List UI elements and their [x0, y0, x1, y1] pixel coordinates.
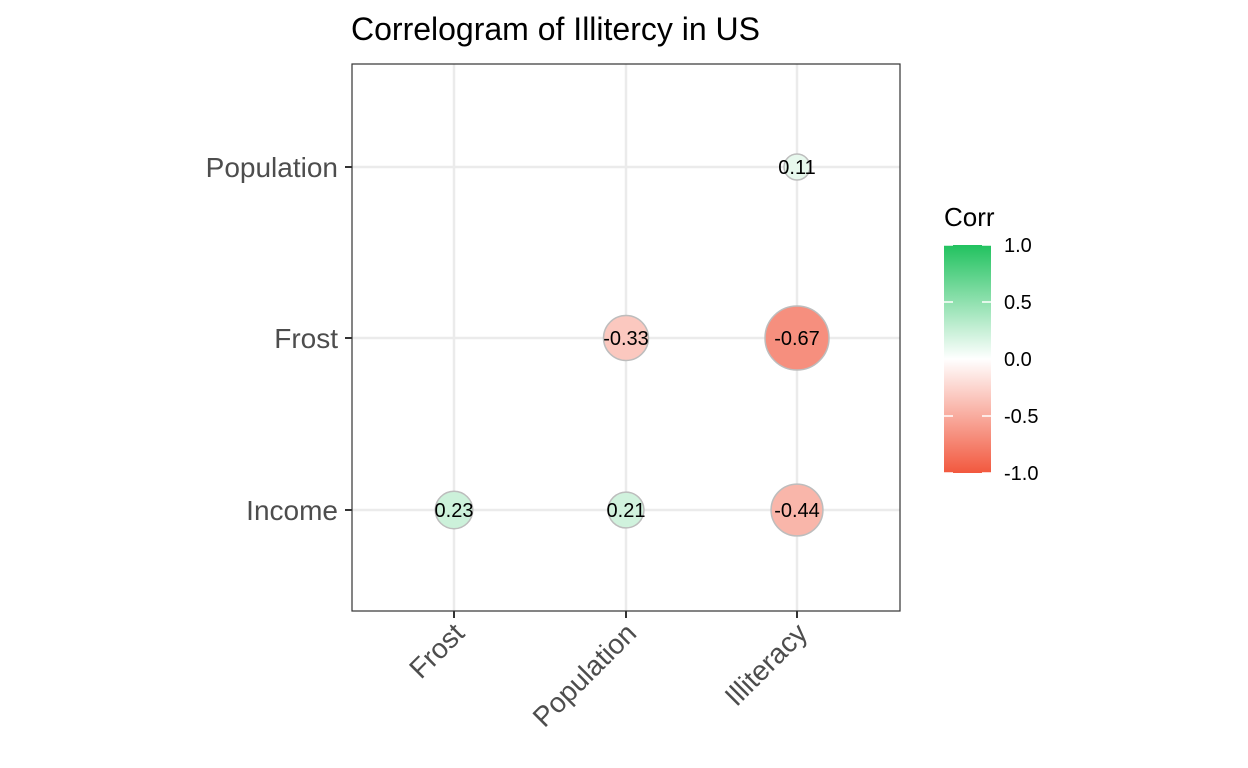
x-tick-label-illiteracy: Illiteracy — [719, 617, 814, 712]
chart-title: Correlogram of Illitercy in US — [351, 11, 760, 47]
x-tick-label-population: Population — [527, 617, 643, 733]
cell-illiteracy-frost-label: -0.67 — [774, 328, 820, 350]
axes: Income Frost Population Frost Population Illi… — [206, 152, 814, 733]
cell-population-income-circle — [607, 491, 645, 529]
cell-illiteracy-population-label: 0.11 — [778, 157, 815, 179]
y-tick-label-frost: Frost — [274, 323, 338, 354]
legend-title: Corr — [944, 202, 995, 232]
cell-population-frost-label: -0.33 — [603, 328, 649, 350]
cell-illiteracy-income-circle — [770, 483, 824, 537]
x-tick-label-frost: Frost — [403, 617, 470, 684]
cell-frost-income-label: 0.23 — [435, 500, 474, 522]
legend-tick-label-0: 1.0 — [1004, 235, 1032, 257]
y-tick-label-income: Income — [246, 495, 338, 526]
legend-tick-label-1: 0.5 — [1004, 292, 1032, 314]
cell-illiteracy-population-circle — [783, 153, 811, 181]
legend: Corr 1.0 0.5 0.0 -0.5 -1.0 — [944, 202, 1038, 485]
cell-population-frost-circle — [602, 314, 650, 362]
cell-illiteracy-income-label: -0.44 — [774, 500, 820, 522]
legend-tick-label-3: -0.5 — [1004, 406, 1038, 428]
cell-population-income-label: 0.21 — [607, 500, 646, 522]
y-tick-label-population: Population — [206, 152, 338, 183]
legend-tick-label-2: 0.0 — [1004, 349, 1032, 371]
cell-illiteracy-frost-circle — [764, 305, 830, 371]
legend-tick-label-4: -1.0 — [1004, 463, 1038, 485]
cell-frost-income-circle — [434, 490, 474, 530]
correlation-cells: 0.11 -0.33 -0.67 0.23 0.21 -0.44 — [434, 153, 830, 537]
